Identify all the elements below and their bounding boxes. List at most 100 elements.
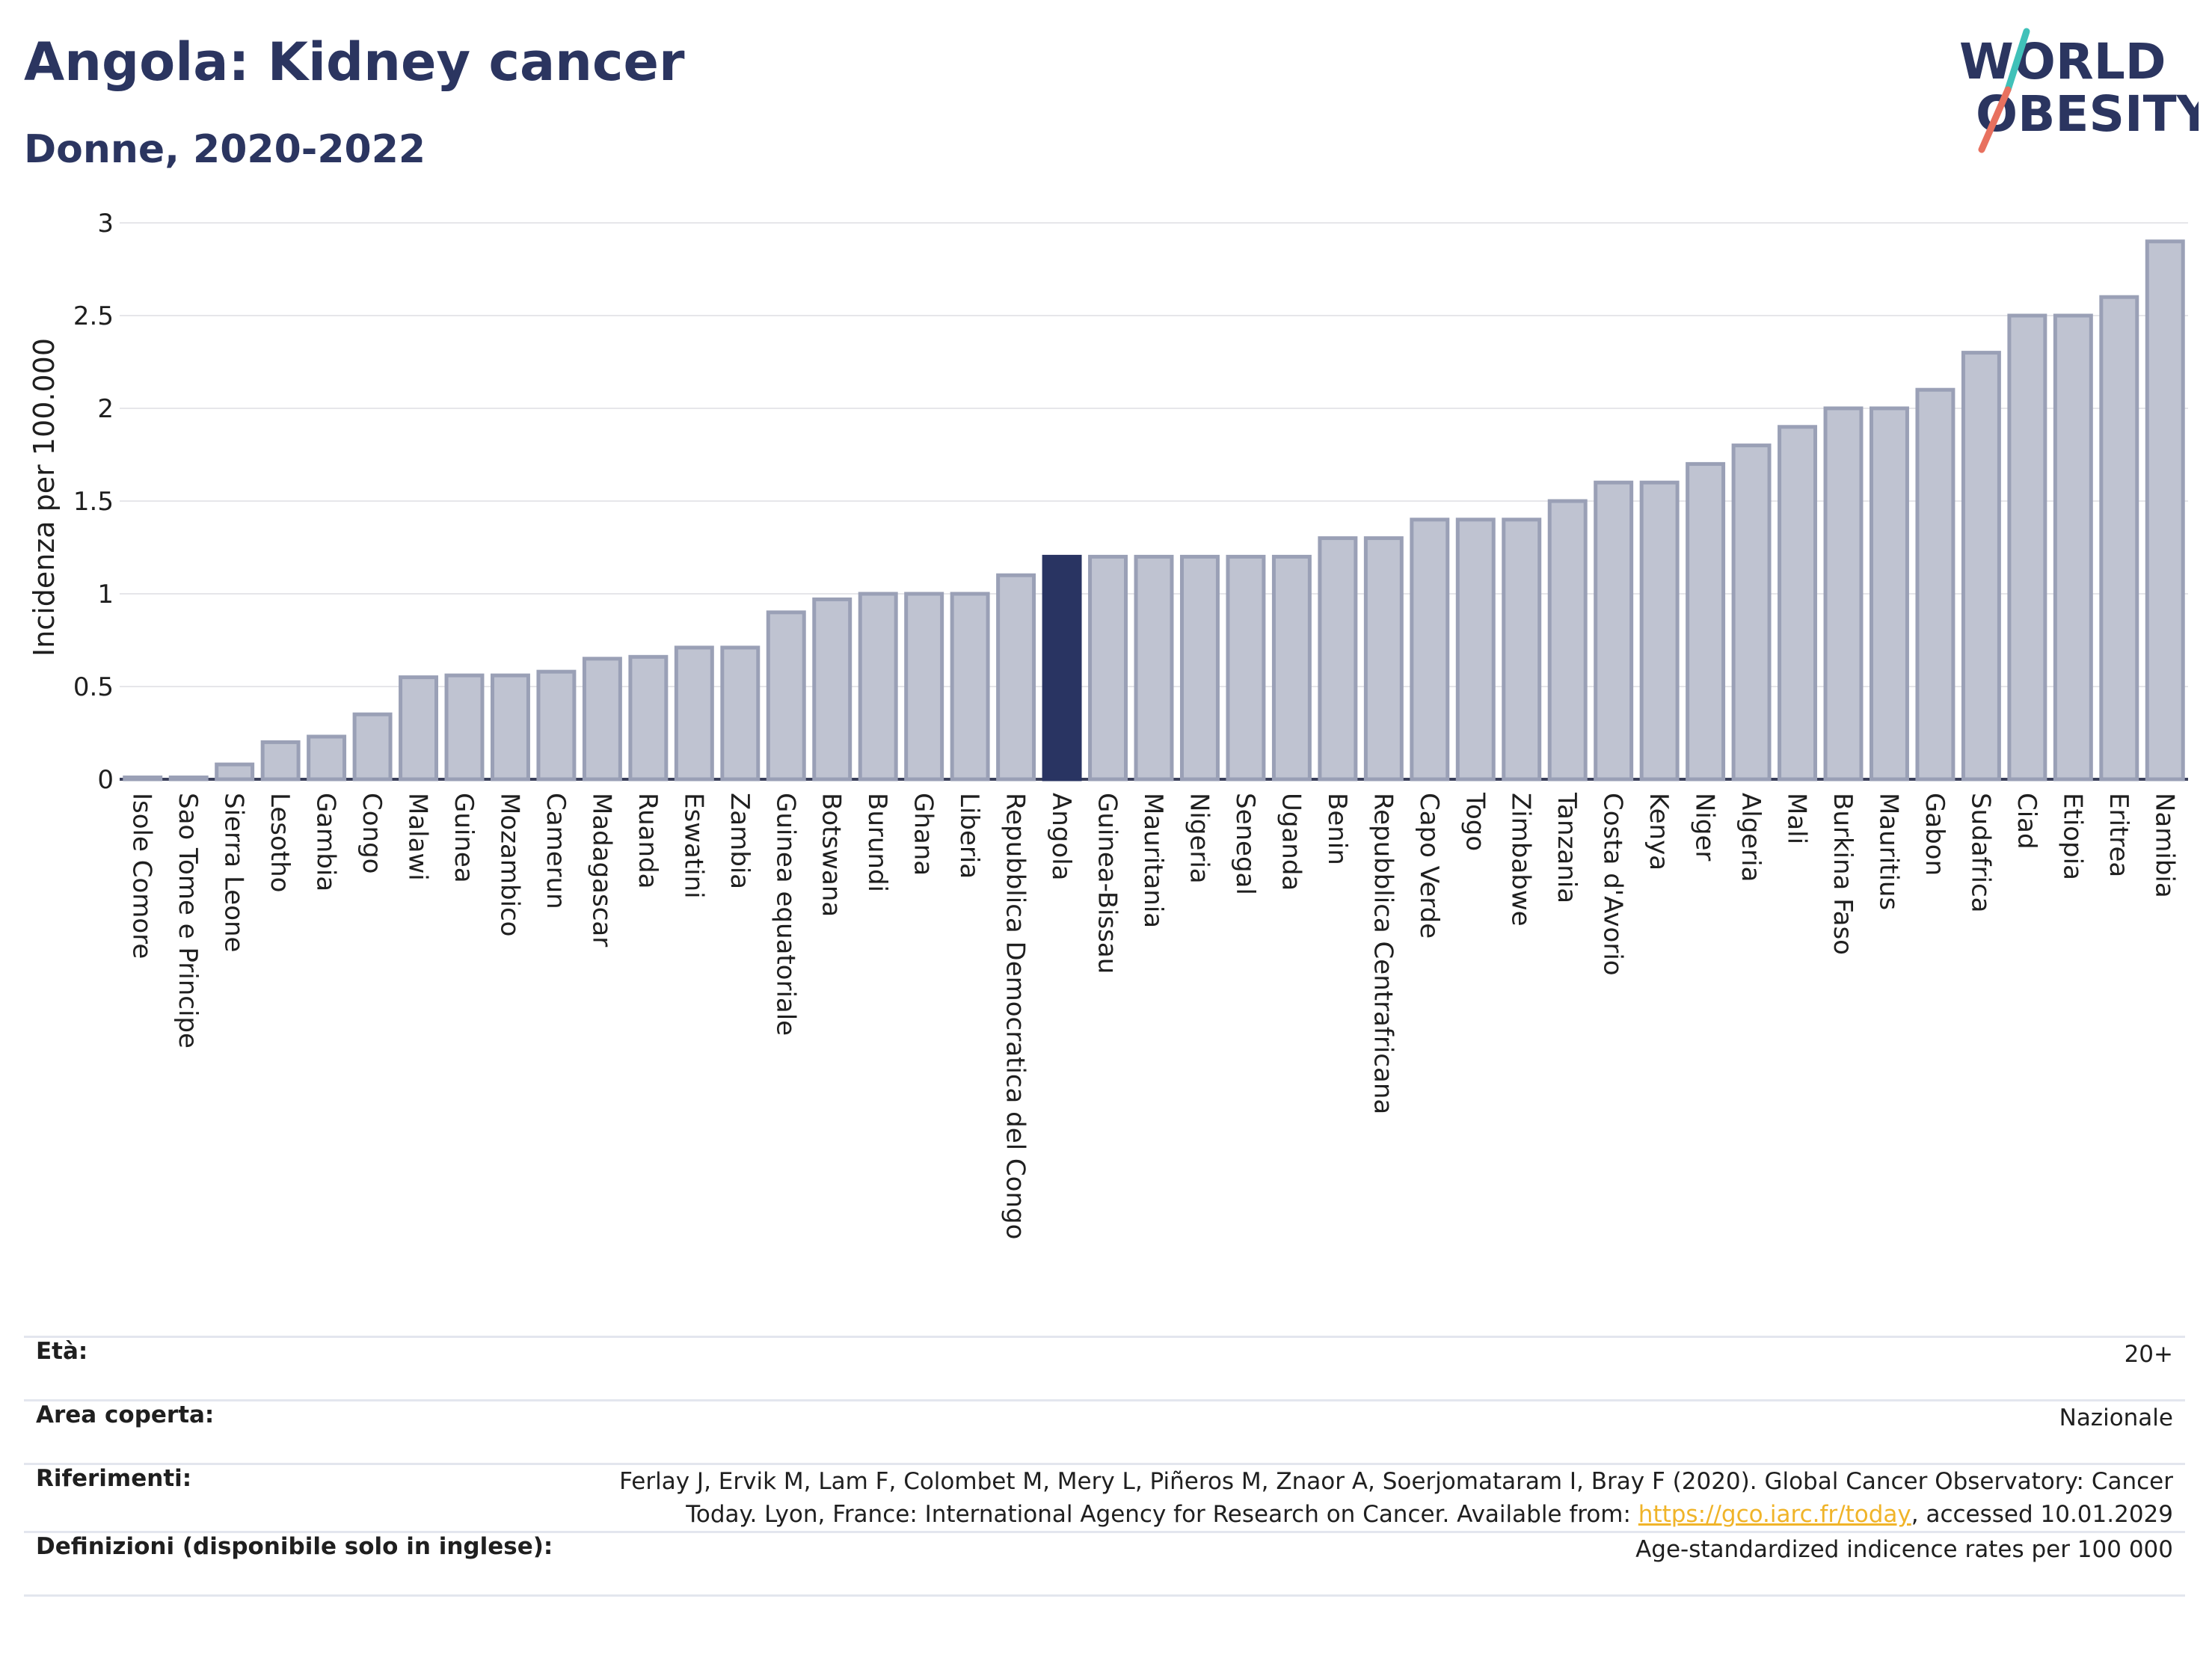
bar [674,645,714,782]
bar [490,673,530,782]
bar [352,712,393,782]
bar [260,740,301,782]
info-row-age: Età: 20+ [24,1336,2185,1401]
bar [1042,554,1082,782]
chart-title: Angola: Kidney cancer [24,31,685,93]
bar [1502,518,1542,782]
y-tick-label: 2 [97,394,114,424]
bar [720,645,761,782]
category-label: Costa d'Avorio [1598,793,1628,976]
area-value: Nazionale [2059,1404,2173,1431]
bar [950,592,990,782]
info-row-definitions: Definizioni (disponibile solo in inglese… [24,1532,2185,1596]
category-label: Gabon [1920,793,1950,876]
logo-line2: OBESITY [1976,85,2199,143]
bar [2145,239,2185,782]
category-label: Capo Verde [1414,793,1444,939]
category-label: Madagascar [586,793,616,947]
category-label: Ghana [909,793,938,876]
info-row-area: Area coperta: Nazionale [24,1400,2185,1464]
category-label: Guinea equatoriale [770,793,800,1036]
category-label: Angola [1046,793,1076,880]
info-row-references: Riferimenti: Ferlay J, Ervik M, Lam F, C… [24,1464,2185,1532]
category-label: Botswana [817,793,847,917]
bar [399,675,439,782]
category-label: Malawi [403,793,433,881]
category-label: Benin [1322,793,1352,865]
bar-chart: 0 0.5 1 1.5 2 2.5 3 Isole Comore Sao Tome e Pri… [28,209,2188,1239]
category-label: Etiopia [2057,793,2087,880]
bar [1363,536,1404,782]
bar [1088,554,1128,782]
references-link[interactable]: https://gco.iarc.fr/today [1638,1501,1911,1528]
references-line2-after: , accessed 10.01.2029 [1911,1501,2173,1528]
category-label: Zambia [725,793,755,889]
category-label: Sierra Leone [219,793,249,952]
category-label: Camerun [541,793,571,909]
category-label: Namibia [2149,793,2179,898]
category-label: Lesotho [265,793,295,892]
category-label: Togo [1460,792,1490,851]
category-label: Isole Comore [127,793,157,959]
references-line1: Ferlay J, Ervik M, Lam F, Colombet M, Me… [619,1468,2173,1495]
chart-subtitle: Donne, 2020-2022 [24,127,426,172]
bar [858,592,898,782]
category-label: Sudafrica [1965,793,1995,912]
bar [536,669,577,782]
definitions-value: Age-standardized indicence rates per 100… [1635,1536,2173,1563]
category-label: Sao Tome e Principe [173,793,203,1048]
bar [582,657,622,782]
category-label: Eritrea [2104,793,2133,877]
category-label: Liberia [954,793,984,879]
bar [1455,518,1496,782]
category-label: Burundi [862,793,892,892]
y-tick-label: 0.5 [73,672,114,702]
bar [168,776,209,782]
bar [1869,406,1909,782]
bar [1639,480,1680,782]
bar [628,654,669,782]
y-tick-label: 2.5 [73,301,114,331]
category-label: Nigeria [1184,793,1214,884]
category-label: Ruanda [633,793,663,888]
bar [1686,461,1726,782]
category-label: Kenya [1644,793,1674,871]
bar [123,776,163,782]
y-axis-title: Incidenza per 100.000 [28,338,61,657]
category-label: Repubblica Democratica del Congo [1001,793,1030,1239]
bar [1410,518,1450,782]
bar [1226,554,1266,782]
category-label: Tanzania [1552,792,1582,903]
bar [996,573,1036,782]
world-obesity-logo: WORLD OBESITY [1959,28,2199,153]
category-label: Mauritius [1873,793,1903,910]
bars [123,239,2185,782]
bar [1547,499,1588,782]
y-tick-label: 1.5 [73,487,114,517]
bar [1823,406,1864,782]
category-label: Mali [1782,793,1812,844]
area-label: Area coperta: [36,1401,215,1428]
category-label: Mauritania [1138,793,1168,928]
category-label: Niger [1690,793,1720,861]
category-label: Zimbabwe [1506,793,1536,927]
bar [307,734,347,782]
references-label: Riferimenti: [36,1465,192,1492]
bar [812,597,852,782]
bar [1915,387,1956,782]
bar [2099,295,2139,782]
info-table: Età: 20+ Area coperta: Nazionale Riferim… [24,1336,2185,1597]
references-line2-before: Today. Lyon, France: International Agenc… [686,1501,1638,1528]
bar [444,673,485,782]
bar [2053,313,2093,782]
bar [1778,425,1818,782]
bar [904,592,944,782]
category-label: Mozambico [494,793,524,936]
bar [766,610,806,782]
definitions-label: Definizioni (disponibile solo in inglese… [36,1533,553,1560]
logo-accent-teal [2004,28,2030,93]
y-tick-label: 0 [97,765,114,795]
logo-accent-coral [1978,86,2012,153]
bar [1731,443,1772,782]
bar [1318,536,1358,782]
